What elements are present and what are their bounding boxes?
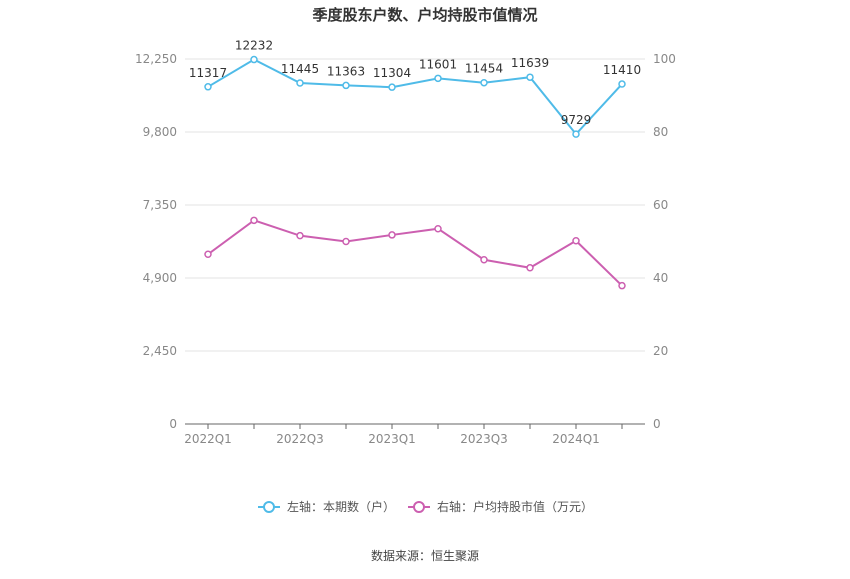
legend-marker (413, 501, 425, 513)
series-line-1 (207, 58, 623, 136)
right-axis-tick-label: 20 (653, 344, 668, 358)
data-label: 9729 (561, 113, 592, 127)
data-label: 12232 (235, 39, 273, 53)
right-axis-tick-label: 60 (653, 198, 668, 212)
data-label: 11317 (189, 66, 227, 80)
data-point (342, 237, 350, 246)
data-point (434, 224, 442, 233)
right-axis-tick-label: 40 (653, 271, 668, 285)
grid-lines (185, 58, 645, 352)
legend[interactable]: 左轴：本期数（户） 右轴：户均持股市值（万元） (258, 499, 593, 514)
data-point (296, 79, 304, 87)
data-point (434, 74, 442, 83)
data-label: 11445 (281, 62, 319, 76)
right-axis-tick-label: 100 (653, 52, 676, 66)
data-label: 11454 (465, 62, 503, 76)
left-axis-tick-label: 9,800 (143, 125, 177, 139)
data-label: 11410 (603, 63, 641, 77)
right-axis-tick-label: 0 (653, 417, 661, 431)
data-point (250, 55, 258, 64)
data-point (618, 281, 626, 290)
x-axis-tick-label: 2023Q1 (368, 432, 416, 446)
data-point (618, 80, 626, 88)
data-label: 11639 (511, 56, 549, 70)
axes: 0 0 2,450 20 4,900 40 7,350 60 9,800 80 12,250 100 2… (135, 52, 676, 446)
x-axis-tick-label: 2024Q1 (552, 432, 600, 446)
left-axis-tick-label: 2,450 (143, 344, 177, 358)
data-point (388, 231, 396, 239)
series-lines (204, 55, 626, 290)
data-point (480, 78, 488, 87)
data-point (296, 231, 304, 240)
data-labels: 11317 12232 11445 11363 11304 11601 11454 11639… (189, 39, 641, 128)
data-point (572, 130, 580, 138)
data-point (526, 73, 534, 81)
data-point (342, 81, 350, 90)
data-point (204, 83, 212, 91)
legend-label: 右轴：户均持股市值（万元） (437, 499, 593, 514)
left-axis-tick-label: 4,900 (143, 271, 177, 285)
legend-marker (263, 501, 275, 513)
left-axis-tick-label: 12,250 (135, 52, 177, 66)
right-axis-tick-label: 80 (653, 125, 668, 139)
legend-item-2[interactable]: 右轴：户均持股市值（万元） (408, 499, 593, 514)
x-axis-tick-label: 2022Q3 (276, 432, 324, 446)
x-axis-tick-label: 2022Q1 (184, 432, 232, 446)
data-label: 11363 (327, 64, 365, 78)
data-label: 11601 (419, 57, 457, 71)
series-line-2 (207, 219, 623, 287)
data-point (388, 83, 396, 91)
data-point (572, 237, 580, 245)
legend-item-1[interactable]: 左轴：本期数（户） (258, 499, 395, 514)
data-label: 11304 (373, 66, 411, 80)
data-point (526, 264, 534, 272)
data-point (250, 216, 258, 225)
legend-label: 左轴：本期数（户） (287, 499, 395, 514)
left-axis-tick-label: 0 (169, 417, 177, 431)
data-point (480, 256, 488, 264)
chart-title: 季度股东户数、户均持股市值情况 (312, 6, 537, 24)
x-axis-tick-label: 2023Q3 (460, 432, 508, 446)
data-point (204, 250, 212, 259)
left-axis-tick-label: 7,350 (143, 198, 177, 212)
source-note: 数据来源：恒生聚源 (371, 548, 479, 563)
